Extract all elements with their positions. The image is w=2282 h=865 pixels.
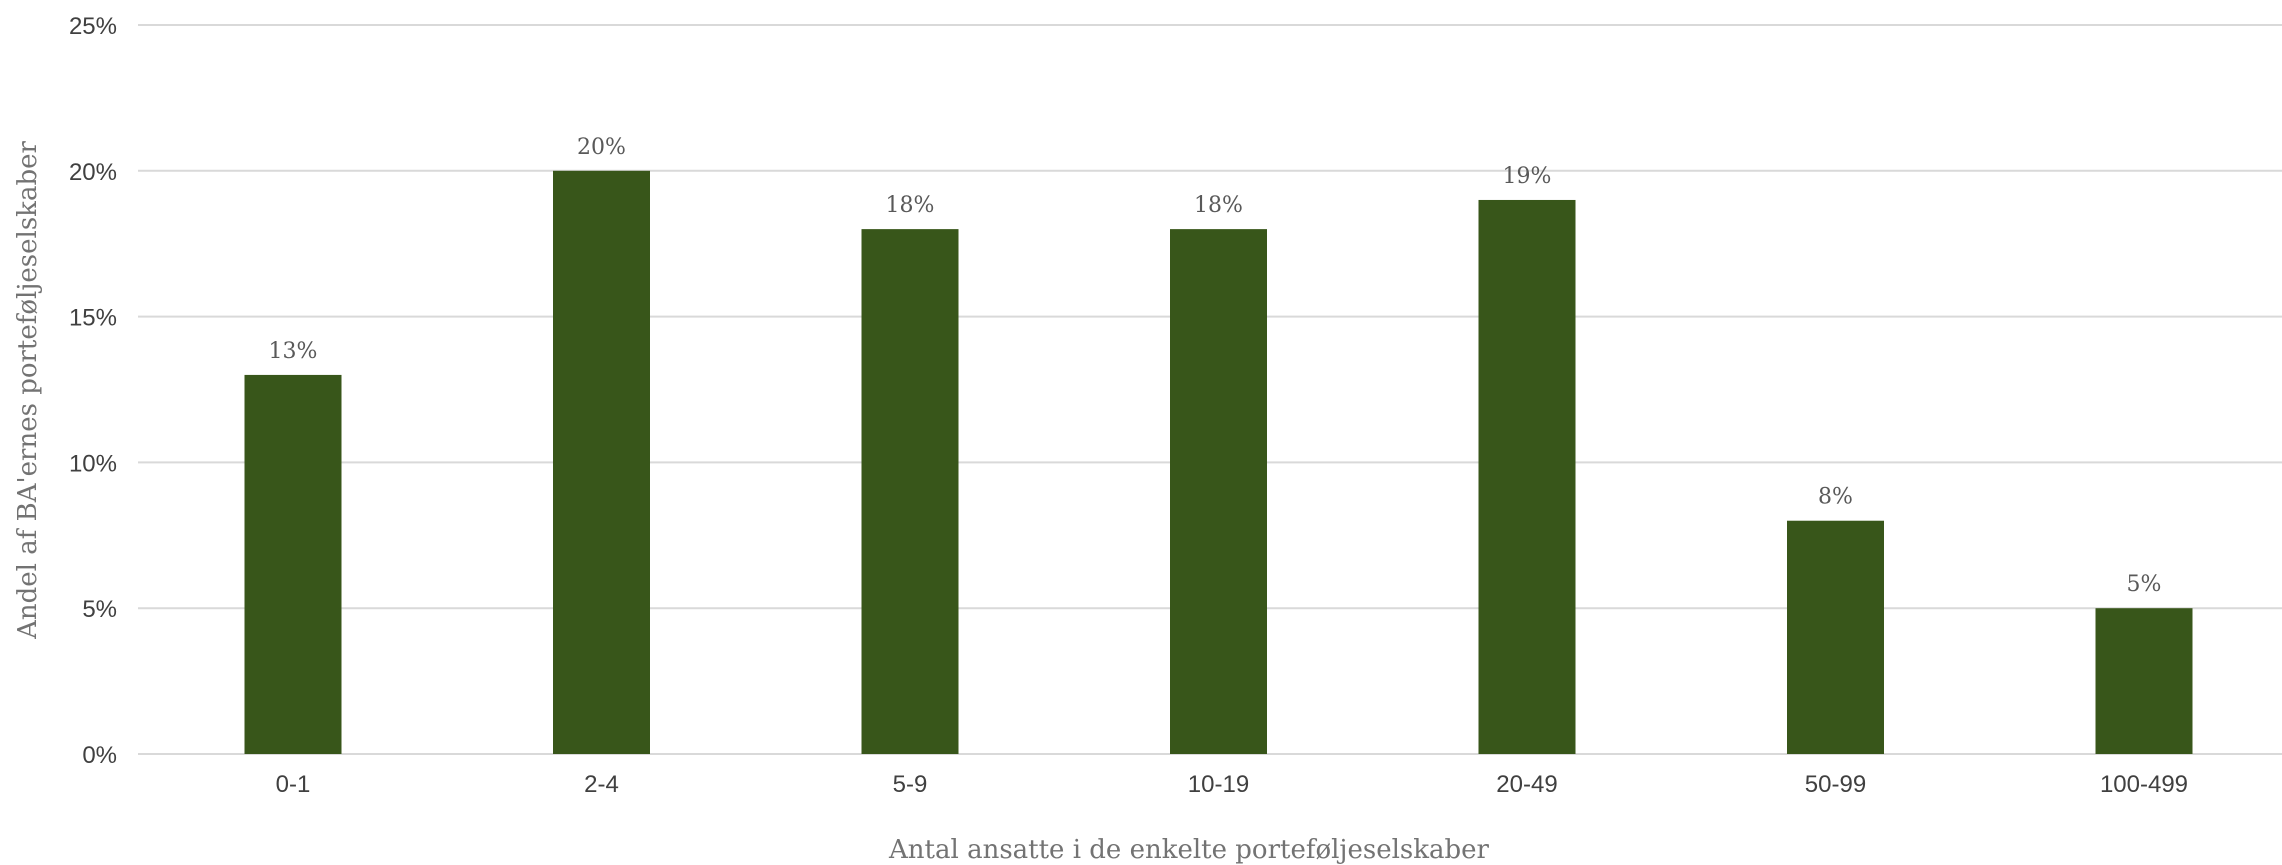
y-tick-label: 20% (69, 159, 117, 186)
bar-20-49 (1478, 199, 1576, 754)
x-tick-label: 100-499 (2100, 771, 2188, 798)
data-label: 5% (2127, 572, 2162, 597)
data-labels: 13% 20% 18% 18% 19% 8% 5% (269, 135, 2162, 597)
bar-5-9 (861, 229, 959, 754)
x-tick-label: 20-49 (1496, 771, 1557, 798)
bar-2-4 (553, 170, 650, 755)
x-tick-label: 0-1 (276, 771, 311, 798)
x-axis-tick-labels: 0-1 2-4 5-9 10-19 20-49 50-99 100-499 (276, 771, 2188, 798)
bar-0-1 (244, 374, 342, 754)
bar-100-499 (2095, 608, 2193, 754)
bar-10-19 (1170, 229, 1267, 754)
data-label: 19% (1503, 164, 1552, 189)
y-tick-label: 15% (69, 305, 117, 332)
y-tick-label: 25% (69, 13, 117, 40)
x-axis-title: Antal ansatte i de enkelte porteføljesel… (888, 835, 1490, 865)
data-label: 8% (1818, 485, 1853, 510)
y-tick-label: 10% (69, 450, 117, 477)
x-tick-label: 2-4 (584, 771, 619, 798)
y-tick-label: 5% (82, 596, 117, 623)
y-axis-title: Andel af BA'ernes porteføljeselskaber (13, 141, 43, 640)
bar-50-99 (1787, 520, 1884, 754)
data-label: 18% (886, 193, 935, 218)
data-label: 18% (1194, 193, 1243, 218)
y-tick-label: 0% (82, 742, 117, 769)
data-label: 20% (577, 135, 626, 160)
bars (244, 170, 2193, 755)
data-label: 13% (269, 339, 318, 364)
x-tick-label: 5-9 (893, 771, 928, 798)
x-tick-label: 10-19 (1188, 771, 1249, 798)
y-axis-tick-labels: 0% 5% 10% 15% 20% 25% (69, 13, 117, 769)
x-tick-label: 50-99 (1805, 771, 1866, 798)
